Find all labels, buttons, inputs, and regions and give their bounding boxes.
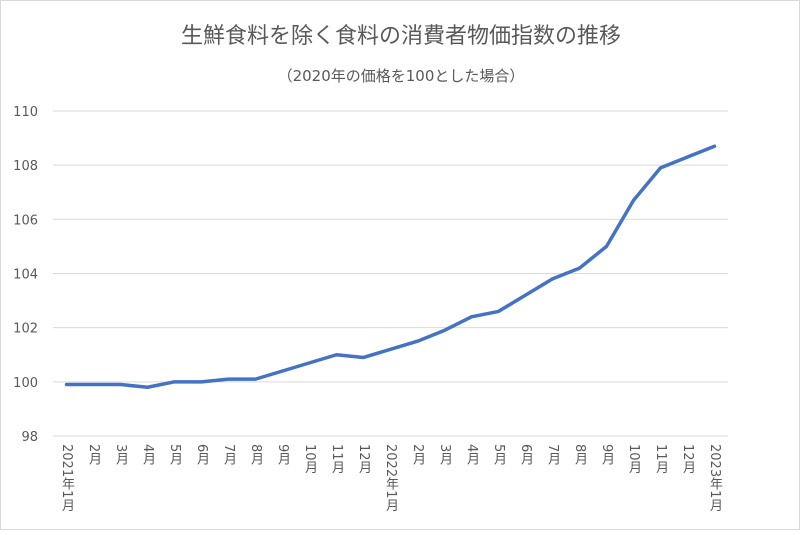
x-tick-label: 4月 — [464, 444, 480, 467]
x-tick-label: 2022年1月 — [383, 444, 399, 513]
x-tick-label: 2021年1月 — [59, 444, 75, 513]
x-tick-label: 3月 — [113, 444, 129, 467]
chart-title: 生鮮食料を除く食料の消費者物価指数の推移 — [181, 24, 621, 49]
x-tick-label: 8月 — [248, 444, 264, 467]
x-tick-label: 10月 — [302, 444, 318, 475]
x-axis: 2021年1月 2月 3月 4月 5月 6月 7月 8月 9月 10月 11月 12月 2022年1月 2… — [59, 444, 723, 513]
y-axis: 98 100 102 104 106 108 110 — [13, 105, 38, 445]
x-tick-label: 8月 — [572, 444, 588, 467]
x-tick-label: 7月 — [545, 444, 561, 467]
y-tick-label: 104 — [13, 268, 38, 283]
x-tick-label: 3月 — [437, 444, 453, 467]
y-tick-label: 108 — [13, 159, 38, 174]
x-tick-label: 5月 — [491, 444, 507, 467]
x-tick-label: 12月 — [680, 444, 696, 475]
x-tick-label: 12月 — [356, 444, 372, 475]
x-tick-label: 11月 — [653, 444, 669, 475]
x-tick-label: 4月 — [140, 444, 156, 467]
x-tick-label: 6月 — [194, 444, 210, 467]
x-tick-label: 7月 — [221, 444, 237, 467]
y-tick-label: 110 — [13, 105, 38, 120]
x-tick-label: 10月 — [626, 444, 642, 475]
x-tick-label: 2月 — [86, 444, 102, 467]
y-tick-label: 100 — [13, 376, 38, 391]
x-tick-label: 2月 — [410, 444, 426, 467]
x-tick-label: 6月 — [518, 444, 534, 467]
x-tick-label: 11月 — [329, 444, 345, 475]
chart-subtitle: （2020年の価格を100とした場合） — [278, 67, 525, 85]
x-tick-label: 5月 — [167, 444, 183, 467]
x-tick-label: 9月 — [599, 444, 615, 467]
x-tick-label: 2023年1月 — [707, 444, 723, 513]
y-tick-label: 98 — [21, 430, 38, 445]
y-tick-label: 106 — [13, 213, 38, 228]
series-line-group — [66, 146, 714, 387]
series-line — [67, 146, 715, 387]
x-tick-label: 9月 — [275, 444, 291, 467]
y-tick-label: 102 — [13, 322, 38, 337]
